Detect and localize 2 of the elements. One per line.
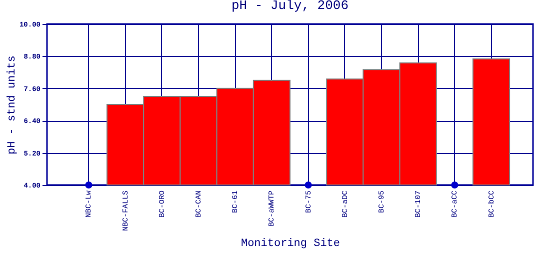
x-axis-title: Monitoring Site [240,238,340,250]
y-axis-title: pH - stnd units [6,55,18,155]
